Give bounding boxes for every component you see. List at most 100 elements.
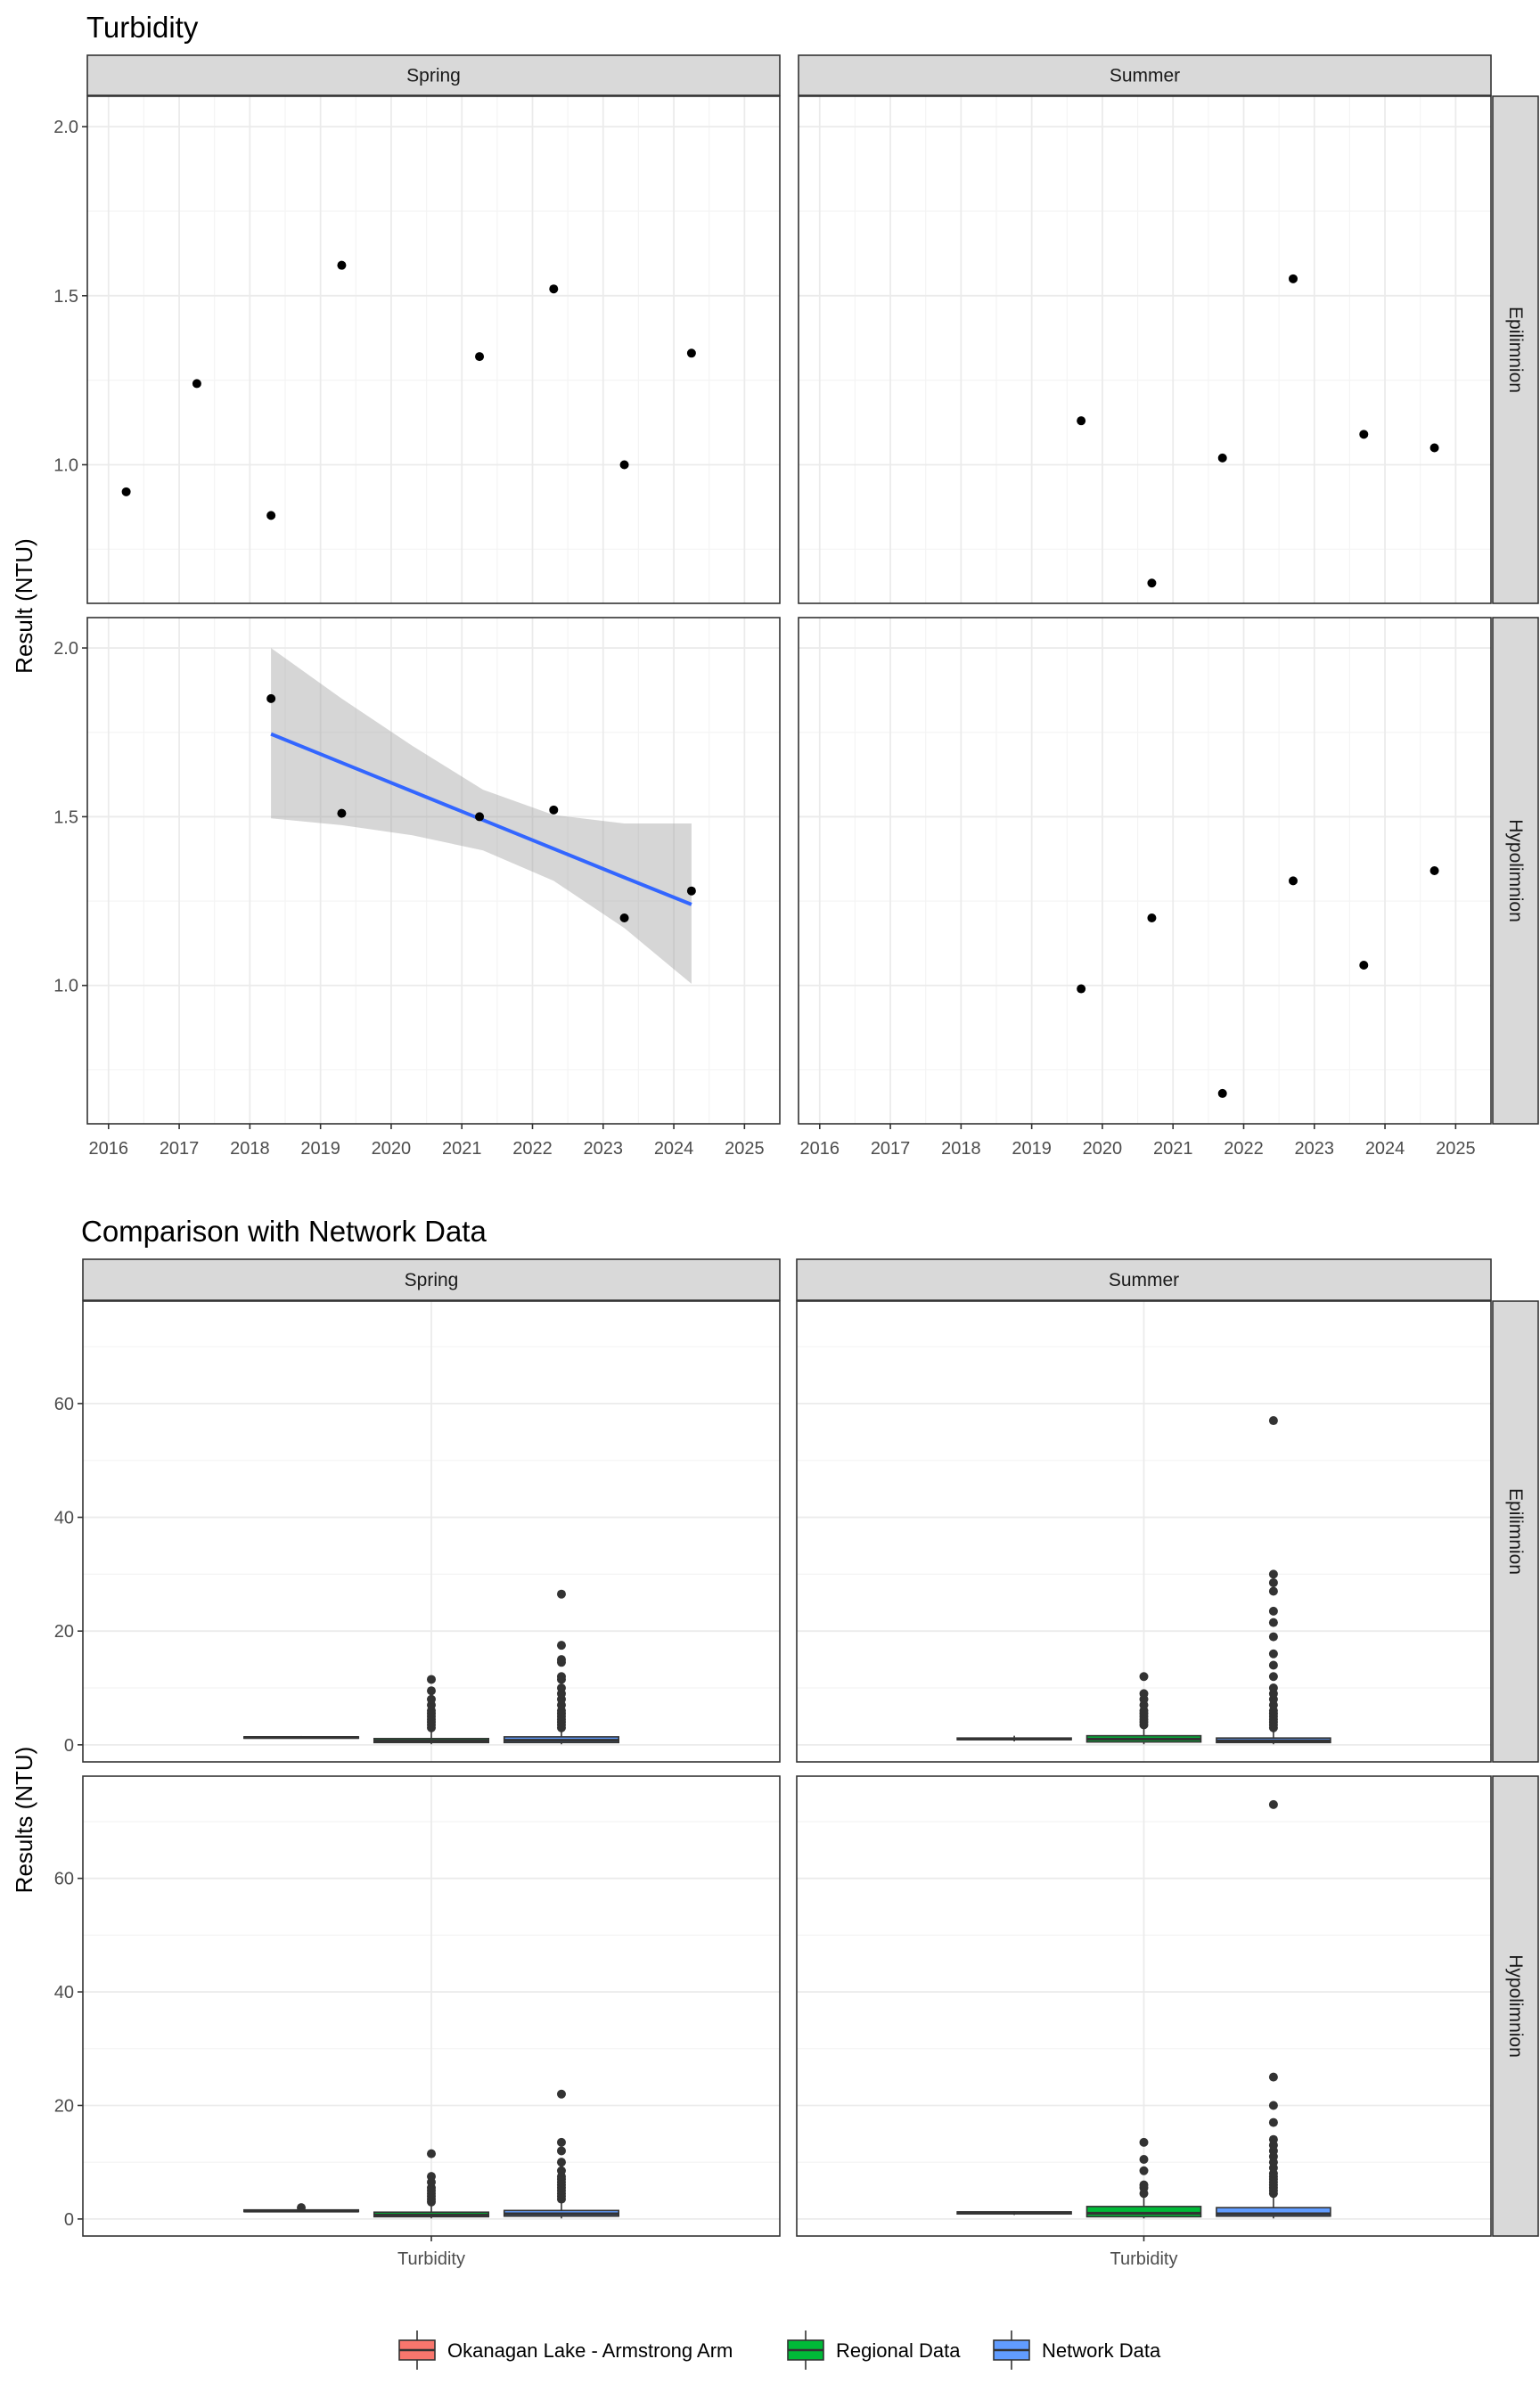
outlier-point [556,2158,566,2167]
outlier-point [1268,1672,1278,1682]
data-point [686,886,696,896]
data-point [266,511,276,520]
data-point [549,284,559,294]
outlier-point [556,2166,566,2175]
outlier-point [1268,1569,1278,1579]
y-tick-label: 60 [54,1395,74,1414]
outlier-point [1268,1649,1278,1659]
panel-border [86,617,781,1125]
scatter-panel: 2016 2017 2018 2019 2020 2021 2022 2023 2024 2025 [798,617,1492,1159]
outlier-point [556,1589,566,1599]
x-tick-label: 2025 [725,1139,765,1159]
data-point [1147,913,1157,923]
outlier-point [427,2172,436,2182]
outlier-point [427,1694,436,1704]
facet-label-row: Hypolimnion [1505,1954,1526,2058]
outlier-point [1268,1632,1278,1642]
y-axis-label: Result (NTU) [11,538,37,674]
outlier-point [556,1672,566,1682]
data-point [1359,961,1369,971]
legend-item: Network Data [993,2330,1161,2370]
y-tick-label: 2.0 [53,118,78,137]
panel-border [86,95,781,604]
outlier-point [427,1675,436,1684]
panel-border [798,617,1492,1125]
outlier-point [1268,1606,1278,1616]
x-tick-label: 2017 [871,1139,911,1159]
outlier-point [1268,2101,1278,2110]
x-tick-label: Turbidity [397,2249,465,2269]
outlier-point [1268,1586,1278,1596]
outlier-point [556,2137,566,2147]
x-tick-label: 2020 [1083,1139,1123,1159]
outlier-point [427,1686,436,1696]
data-point [192,379,201,389]
outlier-point [1268,1577,1278,1587]
data-point [1289,876,1298,886]
data-point [337,260,347,270]
outlier-point [1139,2137,1149,2147]
outlier-point [1139,2180,1149,2190]
outlier-point [1139,2155,1149,2164]
panel-border [798,95,1492,604]
data-point [1359,430,1369,439]
y-tick-label: 1.5 [53,287,78,307]
comparison-chart: Comparison with Network Data 0 20 40 60 0 20 40… [11,1215,1539,2269]
outlier-point [1268,2117,1278,2127]
x-tick-label: 2023 [1295,1139,1335,1159]
outlier-point [556,2146,566,2156]
y-tick-label: 20 [54,1622,74,1642]
facet-label-column: Spring [405,1270,459,1290]
data-point [549,805,559,815]
outlier-point [1139,1689,1149,1699]
data-point [266,693,276,703]
outlier-point [556,2089,566,2099]
x-tick-label: 2021 [1153,1139,1193,1159]
box-panel: 0 20 40 60 [54,1300,781,1763]
outlier-point [556,1655,566,1665]
x-tick-label: 2024 [1365,1139,1405,1159]
facet-label-column: Spring [406,66,461,86]
data-point [475,812,485,822]
y-tick-label: 2.0 [53,639,78,659]
scatter-panel [798,95,1492,604]
box [1085,2206,1202,2218]
x-tick-label: 2022 [512,1139,553,1159]
outlier-point [427,2149,436,2158]
outlier-point [1268,2072,1278,2082]
data-point [1289,274,1298,283]
legend-label: Regional Data [836,2339,961,2362]
x-tick-label: 2020 [372,1139,412,1159]
x-tick-label: 2021 [442,1139,482,1159]
data-point [121,487,131,496]
data-point [1077,984,1086,994]
outlier-point [1268,1660,1278,1670]
x-tick-label: 2018 [941,1139,981,1159]
facet-strip-column [798,54,1492,96]
facet-strip-row [1492,1775,1539,2237]
facet-label-row: Epilimnion [1505,1488,1526,1575]
facet-strip-row [1492,1300,1539,1763]
facet-label-column: Summer [1110,66,1180,86]
trend-line [270,732,692,906]
panel-border [796,1300,1492,1763]
x-tick-label: 2016 [800,1139,840,1159]
panel-border [82,1300,781,1763]
x-tick-label: 2019 [1012,1139,1052,1159]
data-point [1429,866,1439,875]
facet-strip-column [82,1258,781,1301]
outlier-point [1268,2134,1278,2144]
y-tick-label: 0 [64,1736,74,1756]
x-tick-label: 2019 [300,1139,340,1159]
outlier-point [1268,1683,1278,1693]
facet-label-column: Summer [1109,1270,1179,1290]
facet-strip-column [86,54,781,96]
data-point [1147,578,1157,588]
scatter-panel: 1.0 1.5 2.0 2016 2017 2018 2019 2020 2021 2022 202… [53,617,781,1159]
outlier-point [297,2203,307,2213]
data-point [337,808,347,818]
y-tick-label: 20 [54,2096,74,2116]
data-point [619,913,629,923]
